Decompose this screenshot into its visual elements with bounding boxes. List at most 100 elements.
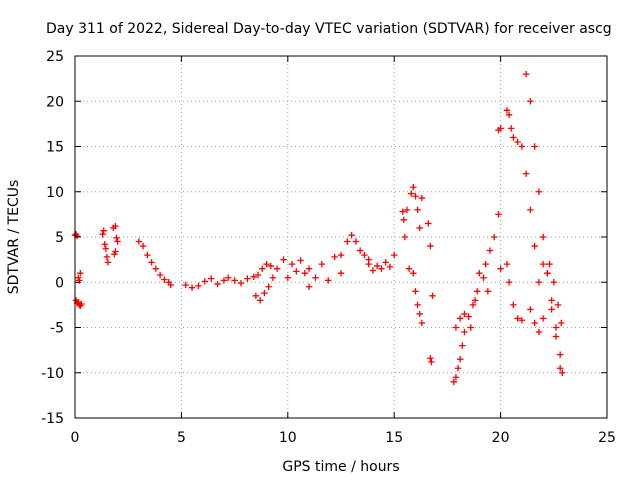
data-point [510,301,517,309]
data-point [331,253,338,261]
data-point [427,355,434,362]
data-point [161,276,168,283]
x-tick-label: 25 [598,430,616,446]
data-point [188,284,196,291]
data-point [412,193,419,200]
data-point [101,241,108,248]
data-point [559,369,566,376]
data-point [231,277,238,284]
data-point [527,98,534,105]
data-point [195,282,202,290]
data-point [252,292,260,300]
data-point [491,233,498,241]
data-point [403,206,411,214]
y-tick-label: 15 [46,140,64,156]
data-point [476,270,483,277]
data-point [250,273,257,281]
y-tick-label: -5 [50,321,64,337]
data-point [301,270,309,277]
data-point [288,260,296,268]
data-point [495,211,502,218]
data-point [112,248,119,255]
y-tick-label: 20 [46,94,64,110]
data-points [71,70,566,385]
data-point [428,358,435,366]
x-tick-label: 5 [177,430,186,446]
data-point [348,231,355,239]
data-point [267,262,274,270]
data-point [337,251,345,259]
data-point [378,265,385,272]
data-point [361,251,368,259]
data-point [425,220,432,227]
data-point [552,324,560,331]
data-point [244,275,251,282]
y-tick-label: 0 [55,275,64,291]
data-point [461,328,468,336]
data-point [556,351,564,358]
data-point [284,274,291,281]
data-point [214,280,221,288]
data-point [531,242,538,250]
data-point [505,111,513,119]
data-point [410,270,417,277]
data-point [325,277,332,284]
data-point [144,251,151,259]
data-point [269,274,277,281]
data-point [400,216,407,224]
data-point [514,315,521,322]
data-point [482,260,489,268]
data-point [261,289,268,297]
x-tick-label: 20 [492,430,510,446]
data-point [539,315,547,322]
data-point [518,317,526,324]
data-point [418,319,426,327]
data-point [113,234,120,242]
data-point [78,300,85,308]
y-axis-ticks: -15 -10 -5 0 5 10 15 20 25 [41,49,607,427]
data-point [201,278,209,285]
grid-lines [75,56,607,418]
data-point [280,256,287,263]
data-point [480,274,487,281]
data-point [112,222,119,230]
data-point [558,319,565,327]
data-point [254,271,262,279]
data-point [263,260,270,268]
data-point [337,270,345,277]
data-point [416,310,423,318]
x-tick-label: 10 [279,430,297,446]
data-point [373,262,381,270]
data-point [259,265,266,272]
data-point [452,324,460,331]
data-point [456,355,464,363]
y-tick-label: 25 [46,49,64,65]
x-axis-label: GPS time / hours [282,459,399,475]
data-point [352,238,360,245]
data-point [418,194,426,202]
data-point [152,265,160,272]
data-point [297,257,304,264]
data-point [265,283,272,290]
data-point [427,242,434,250]
data-point [450,378,457,385]
data-point [102,245,110,252]
data-point [77,270,84,277]
y-tick-label: -15 [41,411,64,427]
y-axis-label: SDTVAR / TECUs [6,180,22,295]
data-point [539,260,547,268]
data-point [544,270,551,277]
data-point [535,328,543,336]
data-point [237,279,245,287]
data-point [554,301,562,309]
data-point [522,170,530,177]
data-point [182,281,189,289]
data-point [556,365,564,372]
data-point [103,253,111,261]
data-point [550,279,557,286]
data-point [429,292,436,300]
data-point [99,231,106,238]
data-point [386,263,394,271]
x-tick-label: 0 [71,430,80,446]
